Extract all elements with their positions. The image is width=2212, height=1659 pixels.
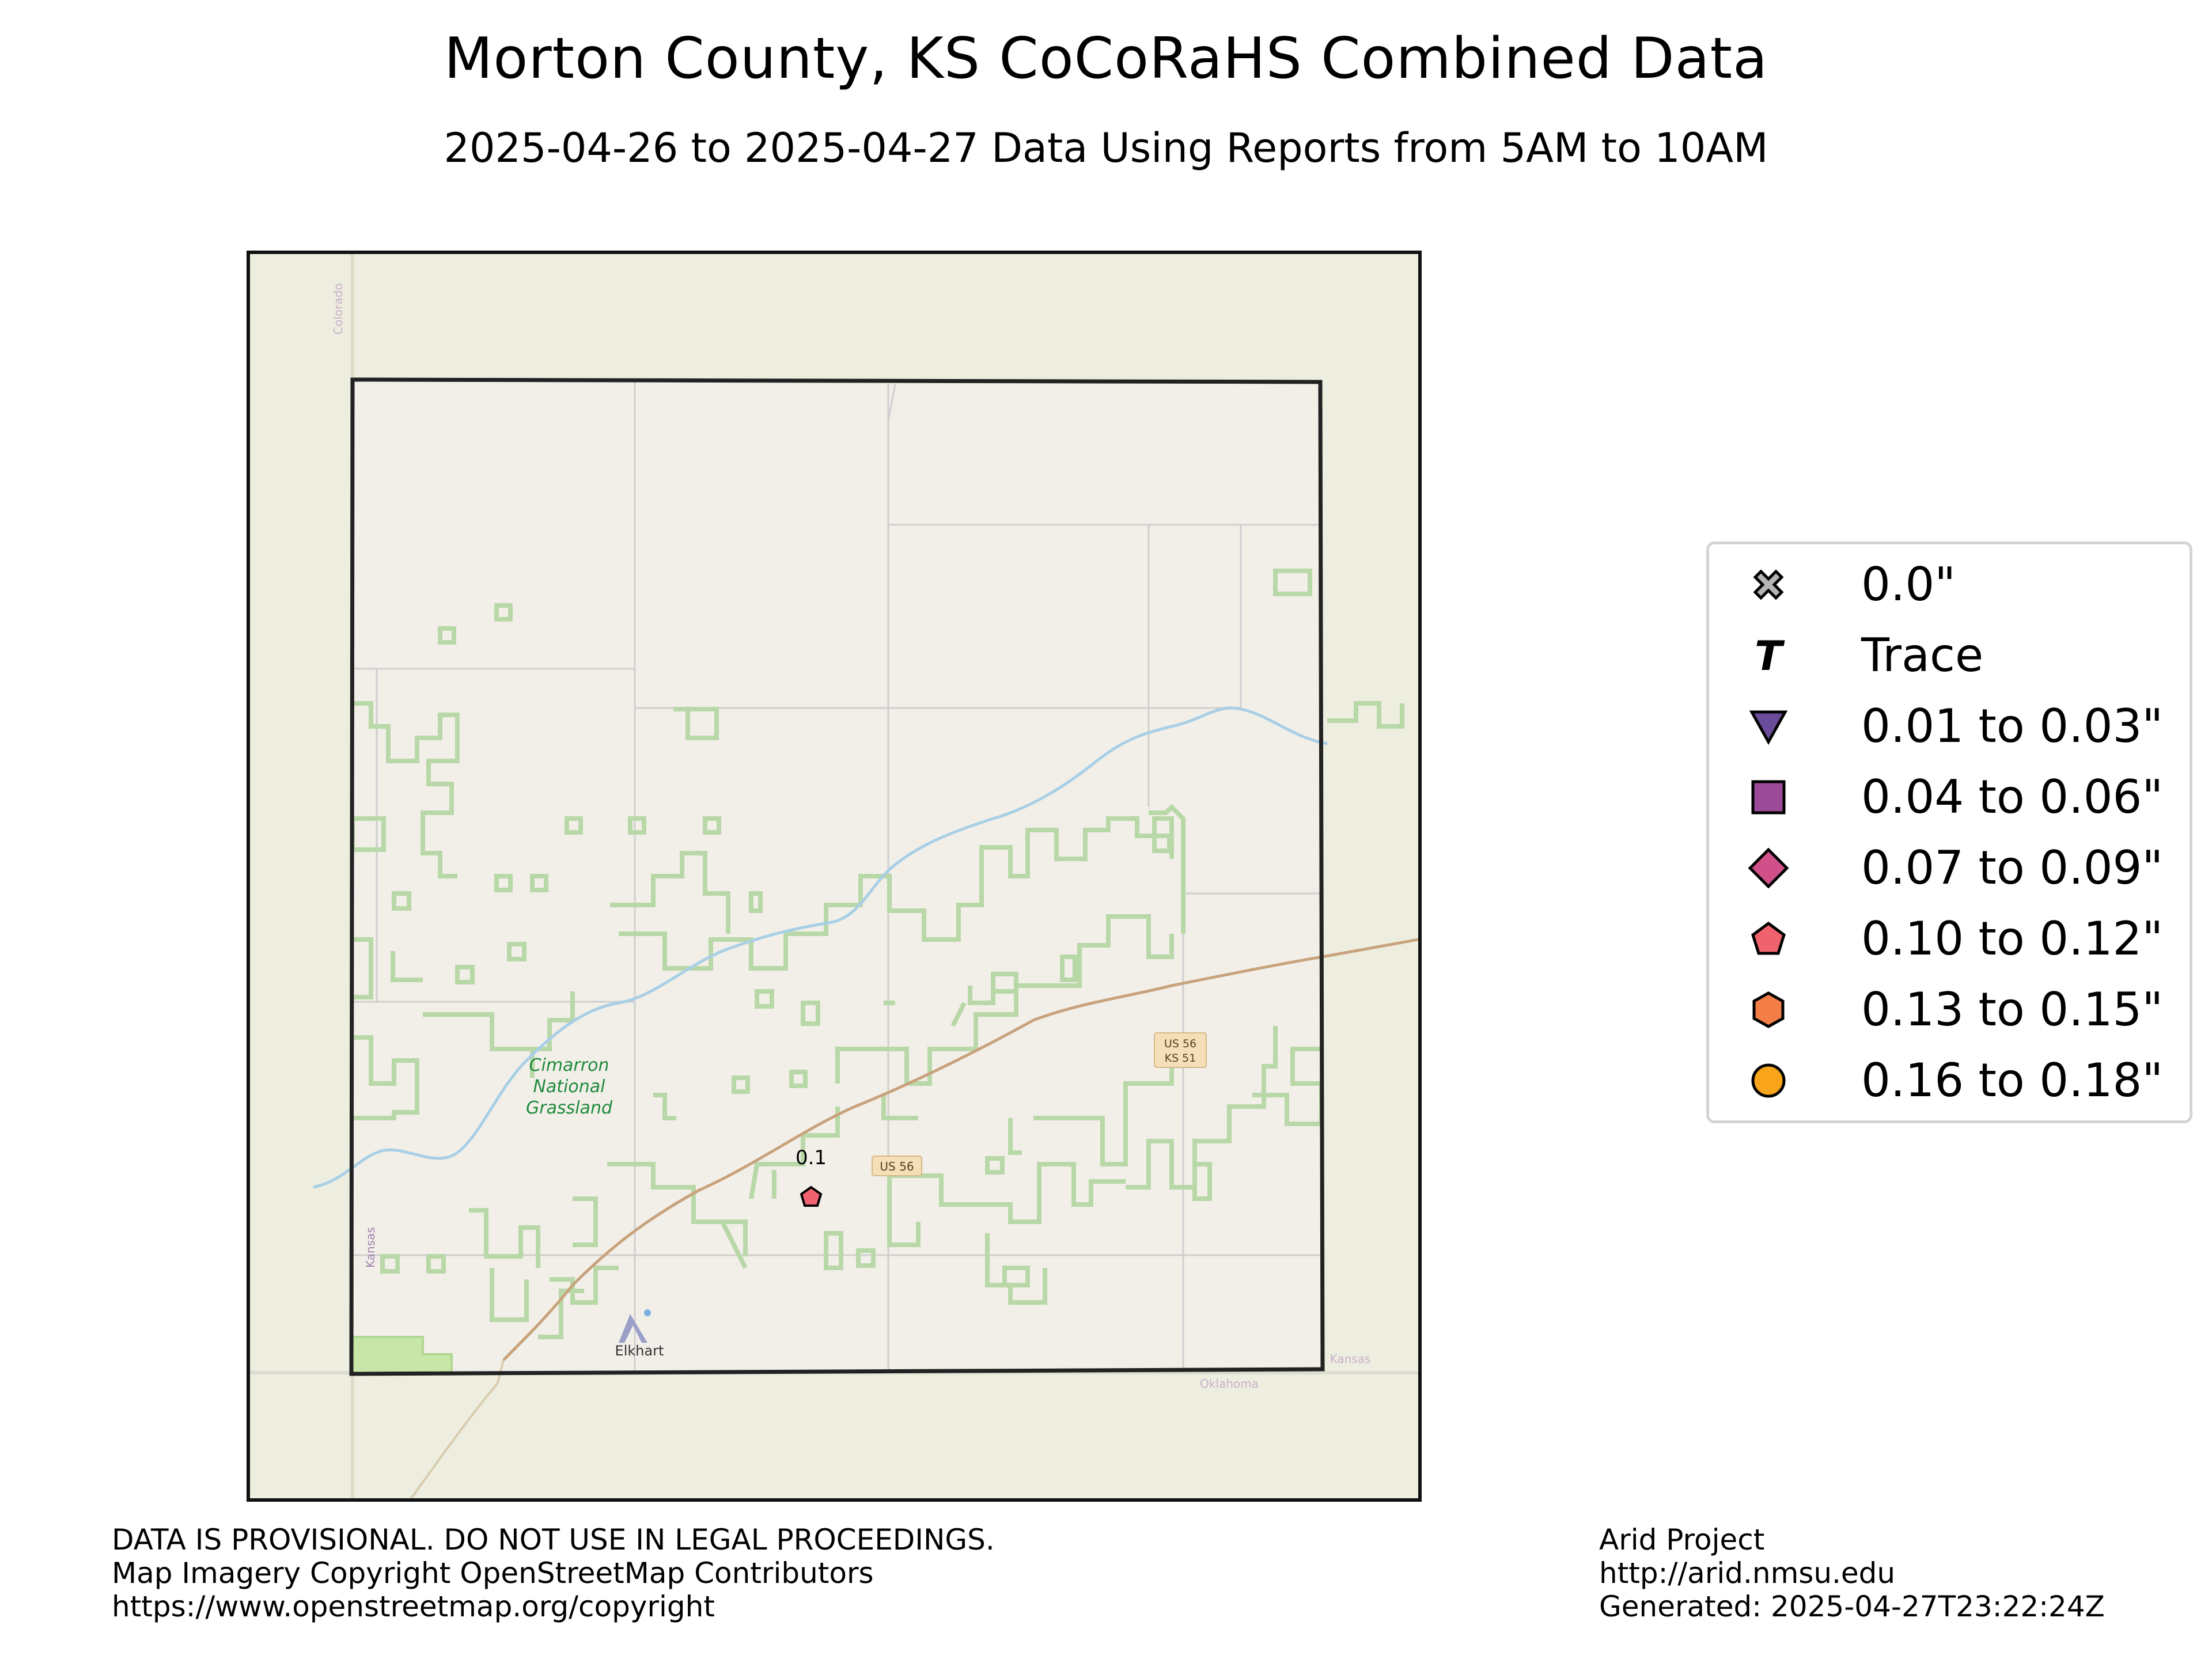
county-area <box>351 380 1323 1374</box>
cimarron-river <box>313 706 1328 1189</box>
legend-label-004-006: 0.04 to 0.06" <box>1861 770 2164 824</box>
grassland-label: Cimarron National Grassland <box>526 1055 613 1118</box>
circle-icon <box>1751 1063 1786 1098</box>
footer-copyright-line: Map Imagery Copyright OpenStreetMap Cont… <box>112 1556 874 1590</box>
legend-label-trace: Trace <box>1861 628 1984 682</box>
grassland-label-line3: Grassland <box>526 1098 613 1118</box>
footer-copyright-url[interactable]: https://www.openstreetmap.org/copyright <box>112 1590 715 1623</box>
legend-item-004-006: 0.04 to 0.06" <box>1709 763 2190 832</box>
diamond-icon <box>1748 848 1789 888</box>
road-shield-us56-text: US 56 <box>880 1160 914 1173</box>
legend-label-001-003: 0.01 to 0.03" <box>1861 699 2164 753</box>
station-pentagon-icon <box>800 1185 823 1207</box>
footer-disclaimer: DATA IS PROVISIONAL. DO NOT USE IN LEGAL… <box>112 1523 995 1623</box>
map-frame: Cimarron National Grassland Elkhart US 5… <box>247 251 1422 1502</box>
county-border <box>349 377 1325 1376</box>
triangle-down-icon <box>1749 710 1788 745</box>
x-icon <box>1753 569 1784 600</box>
state-label-oklahoma: Oklahoma <box>1200 1377 1259 1391</box>
chart-title: Morton County, KS CoCoRaHS Combined Data <box>444 26 1768 92</box>
legend-label-zero: 0.0" <box>1861 558 1956 611</box>
road-shield-us56: US 56 <box>872 1156 922 1176</box>
svg-text:T: T <box>1755 635 1785 676</box>
road-shield-line2: KS 51 <box>1165 1052 1196 1065</box>
station-value-label: 0.1 <box>796 1146 827 1169</box>
state-label-kansas-east: Kansas <box>1330 1352 1371 1366</box>
legend-label-016-018: 0.16 to 0.18" <box>1861 1054 2164 1107</box>
legend-label-010-012: 0.10 to 0.12" <box>1861 912 2164 965</box>
us56-highway <box>502 938 1418 1361</box>
square-icon <box>1751 780 1786 815</box>
footer-generated-timestamp: Generated: 2025-04-27T23:22:24Z <box>1599 1590 2105 1623</box>
legend-item-001-003: 0.01 to 0.03" <box>1709 692 2190 761</box>
footer-project-name: Arid Project <box>1599 1523 1765 1556</box>
t-icon: T <box>1755 635 1785 676</box>
legend-item-016-018: 0.16 to 0.18" <box>1709 1046 2190 1115</box>
road-shield-line1: US 56 <box>1164 1037 1196 1050</box>
legend-item-zero: 0.0" <box>1709 550 2190 619</box>
pentagon-icon <box>1751 921 1786 955</box>
road-shield-us56-ks51: US 56 KS 51 <box>1154 1032 1207 1068</box>
grassland-outlines <box>350 569 1404 1339</box>
state-label-colorado: Colorado <box>331 283 345 335</box>
legend-item-007-009: 0.07 to 0.09" <box>1709 834 2190 903</box>
legend-item-trace: T Trace <box>1709 621 2190 690</box>
legend-label-013-015: 0.13 to 0.15" <box>1861 983 2164 1036</box>
grassland-label-line2: National <box>533 1077 605 1097</box>
footer-disclaimer-line: DATA IS PROVISIONAL. DO NOT USE IN LEGAL… <box>112 1523 995 1556</box>
southwest-road <box>410 1359 505 1498</box>
grassland-label-line1: Cimarron <box>529 1055 609 1075</box>
footer-credits: Arid Project http://arid.nmsu.edu Genera… <box>1599 1523 2105 1623</box>
legend-item-013-015: 0.13 to 0.15" <box>1709 975 2190 1044</box>
chart-subtitle: 2025-04-26 to 2025-04-27 Data Using Repo… <box>444 124 1768 172</box>
town-label: Elkhart <box>615 1343 664 1359</box>
airport-icon <box>619 1309 651 1343</box>
legend: 0.0" T Trace 0.01 to 0.03" 0.04 to 0.06"… <box>1706 541 2192 1123</box>
station-marker[interactable]: 0.1 <box>796 1146 827 1207</box>
map-svg: Cimarron National Grassland Elkhart US 5… <box>250 254 1418 1498</box>
legend-item-010-012: 0.10 to 0.12" <box>1709 904 2190 974</box>
footer-project-url[interactable]: http://arid.nmsu.edu <box>1599 1556 1896 1590</box>
state-label-kansas-west: Kansas <box>363 1227 377 1268</box>
hexagon-icon <box>1752 991 1785 1028</box>
legend-label-007-009: 0.07 to 0.09" <box>1861 841 2164 895</box>
